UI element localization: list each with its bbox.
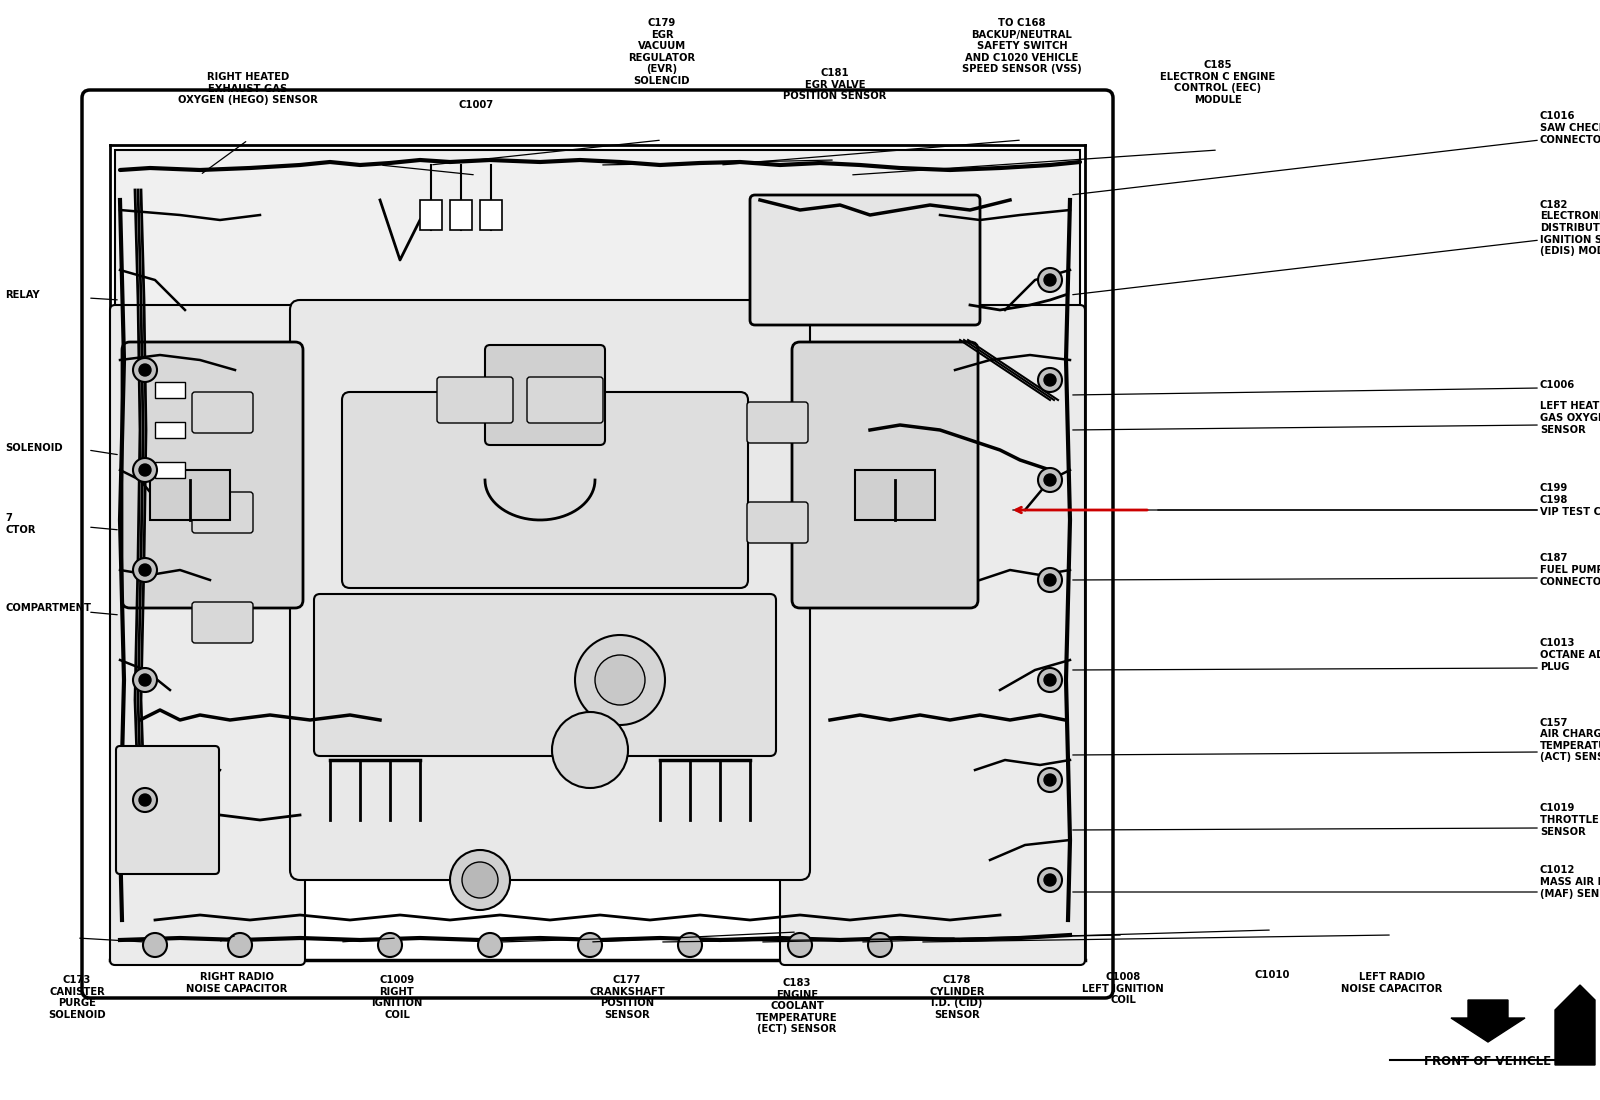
Circle shape <box>787 933 813 957</box>
Text: C1019
THROTTLE POSITION
SENSOR: C1019 THROTTLE POSITION SENSOR <box>1539 803 1600 837</box>
Circle shape <box>133 668 157 692</box>
Circle shape <box>133 788 157 812</box>
FancyBboxPatch shape <box>781 305 1085 965</box>
Circle shape <box>1043 374 1056 386</box>
Text: COMPARTMENT: COMPARTMENT <box>5 603 91 613</box>
Text: C1007: C1007 <box>459 100 493 110</box>
Text: C157
AIR CHARGE
TEMPERATURE
(ACT) SENSOR: C157 AIR CHARGE TEMPERATURE (ACT) SENSOR <box>1539 717 1600 762</box>
Circle shape <box>867 933 893 957</box>
Text: C183
ENGINE
COOLANT
TEMPERATURE
(ECT) SENSOR: C183 ENGINE COOLANT TEMPERATURE (ECT) SE… <box>757 978 838 1034</box>
Circle shape <box>1043 774 1056 786</box>
FancyBboxPatch shape <box>192 492 253 534</box>
FancyBboxPatch shape <box>792 342 978 608</box>
FancyBboxPatch shape <box>747 502 808 543</box>
Text: C182
ELECTRONIC
DISTRIBUTORLESS
IGNITION SYSTEM
(EDIS) MODULE: C182 ELECTRONIC DISTRIBUTORLESS IGNITION… <box>1539 200 1600 256</box>
Text: C1006: C1006 <box>1539 379 1576 390</box>
FancyBboxPatch shape <box>110 305 306 965</box>
Bar <box>155 422 186 438</box>
Text: RIGHT RADIO
NOISE CAPACITOR: RIGHT RADIO NOISE CAPACITOR <box>186 972 288 993</box>
Circle shape <box>133 558 157 582</box>
FancyBboxPatch shape <box>750 195 979 324</box>
Text: C187
FUEL PUMP PRIME
CONNECTOR: C187 FUEL PUMP PRIME CONNECTOR <box>1539 553 1600 586</box>
Circle shape <box>139 674 150 686</box>
FancyBboxPatch shape <box>82 90 1114 998</box>
Polygon shape <box>1555 984 1595 1065</box>
FancyBboxPatch shape <box>290 300 810 880</box>
Text: SOLENOID: SOLENOID <box>5 443 62 453</box>
Circle shape <box>574 635 666 725</box>
Text: C199
C198
VIP TEST CONNECTORS: C199 C198 VIP TEST CONNECTORS <box>1539 483 1600 517</box>
Circle shape <box>1038 268 1062 292</box>
Bar <box>155 382 186 398</box>
Text: 7
CTOR: 7 CTOR <box>5 514 35 535</box>
Circle shape <box>450 850 510 910</box>
FancyBboxPatch shape <box>485 345 605 446</box>
Circle shape <box>1038 568 1062 592</box>
FancyBboxPatch shape <box>342 392 749 588</box>
Circle shape <box>133 458 157 482</box>
FancyBboxPatch shape <box>122 342 302 608</box>
Bar <box>450 200 472 230</box>
Circle shape <box>1038 468 1062 492</box>
Text: C1009
RIGHT
IGNITION
COIL: C1009 RIGHT IGNITION COIL <box>371 975 422 1020</box>
Bar <box>854 470 934 520</box>
Circle shape <box>142 933 166 957</box>
Circle shape <box>1038 368 1062 392</box>
Circle shape <box>1043 274 1056 286</box>
FancyBboxPatch shape <box>192 392 253 433</box>
Circle shape <box>139 794 150 806</box>
Circle shape <box>139 464 150 476</box>
FancyBboxPatch shape <box>314 594 776 756</box>
Circle shape <box>1043 474 1056 486</box>
Text: C1013
OCTANE ADJUST
PLUG: C1013 OCTANE ADJUST PLUG <box>1539 638 1600 672</box>
FancyBboxPatch shape <box>747 402 808 443</box>
Bar <box>419 200 442 230</box>
Circle shape <box>133 358 157 382</box>
Bar <box>150 470 230 520</box>
Text: C178
CYLINDER
I.D. (CID)
SENSOR: C178 CYLINDER I.D. (CID) SENSOR <box>930 975 984 1020</box>
Text: RELAY: RELAY <box>5 290 40 300</box>
Text: C179
EGR
VACUUM
REGULATOR
(EVR)
SOLENCID: C179 EGR VACUUM REGULATOR (EVR) SOLENCID <box>629 18 696 86</box>
Circle shape <box>1043 674 1056 686</box>
Circle shape <box>478 933 502 957</box>
Circle shape <box>1043 874 1056 886</box>
FancyBboxPatch shape <box>437 377 514 424</box>
Text: C173
CANISTER
PURGE
SOLENOID: C173 CANISTER PURGE SOLENOID <box>48 975 106 1020</box>
Circle shape <box>678 933 702 957</box>
Circle shape <box>1038 868 1062 892</box>
Circle shape <box>552 712 627 788</box>
Polygon shape <box>1451 1000 1525 1042</box>
Bar <box>480 200 502 230</box>
Text: RIGHT HEATED
EXHAUST GAS
OXYGEN (HEGO) SENSOR: RIGHT HEATED EXHAUST GAS OXYGEN (HEGO) S… <box>178 72 318 106</box>
Text: C181
EGR VALVE
POSITION SENSOR: C181 EGR VALVE POSITION SENSOR <box>784 68 886 101</box>
Circle shape <box>595 654 645 705</box>
Circle shape <box>1038 668 1062 692</box>
Text: LEFT RADIO
NOISE CAPACITOR: LEFT RADIO NOISE CAPACITOR <box>1341 972 1443 993</box>
Text: C1012
MASS AIR FLOW
(MAF) SENSOR: C1012 MASS AIR FLOW (MAF) SENSOR <box>1539 866 1600 899</box>
Text: C1008
LEFT IGNITION
COIL: C1008 LEFT IGNITION COIL <box>1082 972 1163 1005</box>
FancyBboxPatch shape <box>526 377 603 424</box>
Circle shape <box>139 364 150 376</box>
FancyBboxPatch shape <box>192 602 253 644</box>
Bar <box>115 150 1080 310</box>
Text: FRONT OF VEHICLE: FRONT OF VEHICLE <box>1424 1055 1552 1068</box>
Circle shape <box>578 933 602 957</box>
Circle shape <box>1038 768 1062 792</box>
Text: LEFT HEATED EXHAUST
GAS OXYGEN (HEGO)
SENSOR: LEFT HEATED EXHAUST GAS OXYGEN (HEGO) SE… <box>1539 402 1600 434</box>
Circle shape <box>229 933 253 957</box>
Text: TO C168
BACKUP/NEUTRAL
SAFETY SWITCH
AND C1020 VEHICLE
SPEED SENSOR (VSS): TO C168 BACKUP/NEUTRAL SAFETY SWITCH AND… <box>962 18 1082 75</box>
Text: C1010: C1010 <box>1254 970 1290 980</box>
FancyBboxPatch shape <box>115 746 219 874</box>
Text: C185
ELECTRON C ENGINE
CONTROL (EEC)
MODULE: C185 ELECTRON C ENGINE CONTROL (EEC) MOD… <box>1160 60 1275 104</box>
Circle shape <box>1043 574 1056 586</box>
Circle shape <box>462 862 498 898</box>
Bar <box>155 462 186 478</box>
Circle shape <box>139 564 150 576</box>
Text: C1016
SAW CHECK
CONNECTOR: C1016 SAW CHECK CONNECTOR <box>1539 111 1600 144</box>
Text: C177
CRANKSHAFT
POSITION
SENSOR: C177 CRANKSHAFT POSITION SENSOR <box>589 975 666 1020</box>
Circle shape <box>378 933 402 957</box>
